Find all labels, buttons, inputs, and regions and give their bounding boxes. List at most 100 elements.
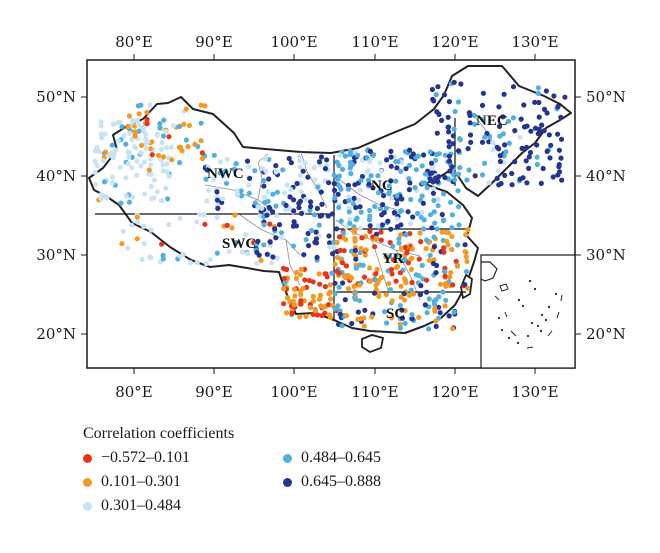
station-dot [388, 148, 394, 154]
station-dot [316, 271, 322, 277]
station-dot [297, 164, 303, 170]
station-dot [441, 191, 447, 197]
station-dot [353, 204, 359, 211]
station-dot [119, 124, 125, 130]
station-dot [264, 212, 270, 218]
station-dot [283, 202, 289, 208]
station-dot [367, 207, 373, 214]
station-dot [383, 205, 389, 211]
station-dot [442, 269, 448, 275]
top-lon-label-100: 100°E [270, 33, 317, 51]
station-dot [276, 222, 283, 228]
station-dot [125, 245, 131, 251]
station-dot [429, 170, 435, 176]
station-dot [219, 196, 226, 202]
station-dot [164, 161, 170, 167]
station-dot [129, 194, 135, 200]
station-dot [347, 220, 353, 226]
station-dot [293, 275, 299, 281]
station-dot [346, 209, 352, 215]
station-dot [93, 181, 99, 187]
station-dot [433, 323, 439, 329]
station-dot [158, 198, 165, 204]
station-dot [424, 237, 430, 243]
station-dot [282, 280, 288, 286]
station-dot [538, 180, 544, 186]
station-dot [394, 193, 400, 199]
station-dot [422, 302, 428, 308]
station-dot [424, 310, 430, 316]
station-dot [433, 297, 439, 303]
station-dot [297, 314, 303, 320]
station-dot [409, 316, 415, 322]
station-dot [456, 204, 462, 210]
station-dot [353, 256, 359, 262]
station-dot [490, 147, 496, 153]
station-dot [435, 203, 441, 209]
station-dot [259, 165, 265, 171]
station-dot [406, 292, 412, 298]
station-dot [363, 247, 369, 253]
station-dot [471, 112, 477, 119]
station-dot [312, 308, 318, 314]
bottom-lon-label-110: 110°E [351, 383, 398, 401]
station-dot [342, 275, 349, 281]
station-dot [436, 174, 442, 180]
station-dot [422, 171, 428, 177]
station-dot [287, 194, 293, 200]
station-dot [149, 139, 155, 145]
station-dot [148, 162, 154, 168]
station-dot [385, 218, 391, 224]
station-dot [410, 291, 417, 297]
station-dot [421, 152, 427, 158]
station-dot [534, 161, 540, 168]
station-dot [345, 182, 351, 188]
station-dot [120, 228, 126, 234]
station-dot [467, 132, 474, 138]
station-dot [441, 249, 447, 255]
station-dot [434, 109, 440, 115]
station-dot [273, 163, 279, 169]
station-dot [136, 128, 142, 134]
station-dot [186, 122, 192, 129]
station-dot [313, 229, 319, 235]
station-dot [419, 163, 425, 169]
station-dot [229, 225, 235, 231]
station-dot [226, 248, 232, 254]
station-dot [358, 209, 364, 215]
station-dot [366, 181, 372, 187]
station-dot [352, 238, 358, 244]
south-china-sea-inset [480, 254, 576, 369]
station-dot [468, 139, 474, 145]
station-dot [541, 106, 548, 112]
station-dot [442, 281, 448, 287]
station-dot [394, 263, 401, 270]
station-dot [532, 99, 538, 105]
station-dot [445, 114, 451, 120]
station-dot [281, 301, 287, 307]
station-dot [540, 165, 546, 172]
station-dot [336, 173, 342, 179]
station-dot [129, 165, 135, 171]
station-dot [151, 177, 157, 183]
station-dot [198, 138, 204, 144]
station-dot [316, 296, 323, 302]
station-dot [279, 235, 285, 241]
top-lon-label-80: 80°E [115, 33, 153, 51]
station-dot [146, 171, 152, 177]
station-dot [134, 172, 140, 178]
station-dot [496, 104, 502, 110]
station-dot [298, 189, 304, 195]
station-dot [440, 289, 446, 295]
station-dot [205, 187, 212, 193]
station-dot [147, 146, 153, 152]
station-dot [270, 191, 276, 197]
station-dot [314, 312, 320, 318]
station-dot [442, 152, 448, 158]
legend-item-2: 0.101–0.301 [83, 473, 283, 491]
station-dot [160, 154, 167, 160]
station-dot [203, 176, 209, 182]
station-dot [296, 205, 302, 211]
station-dot [341, 248, 347, 254]
station-dot [322, 271, 328, 277]
